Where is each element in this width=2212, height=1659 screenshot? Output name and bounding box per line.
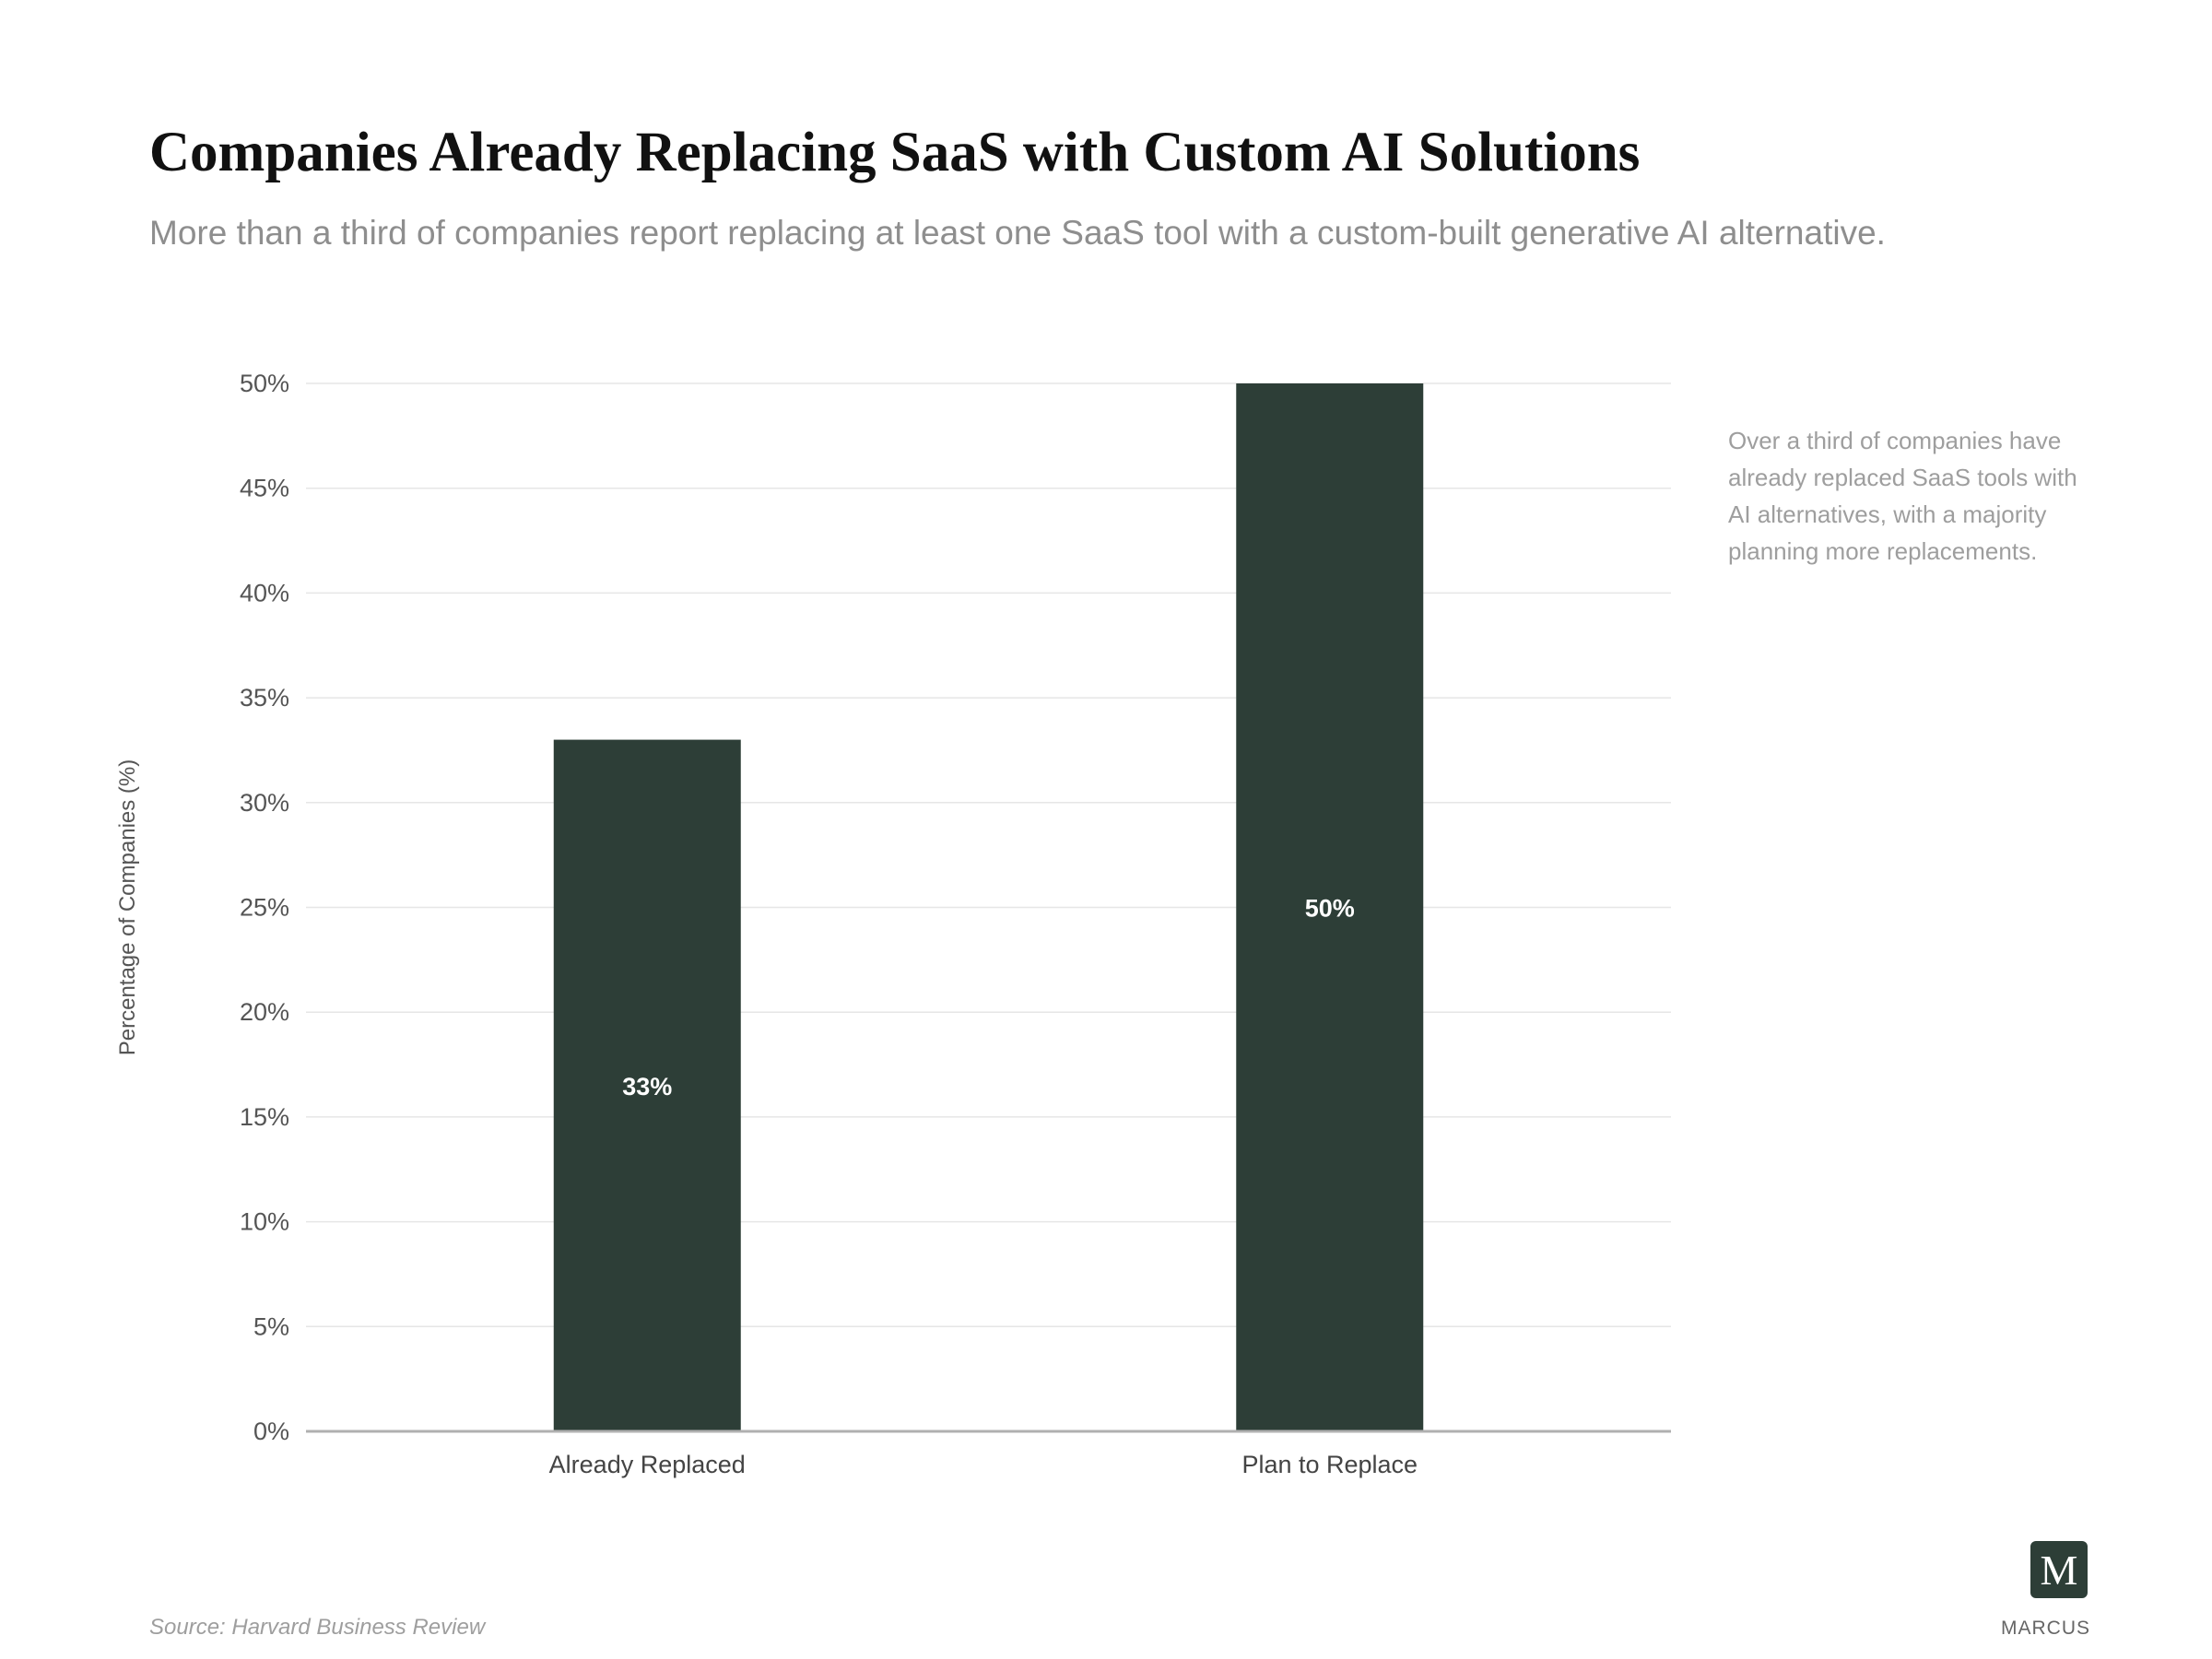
bar-data-label: 50% — [1305, 895, 1355, 923]
y-tick-label: 10% — [240, 1208, 289, 1236]
gridlines — [306, 382, 1671, 1328]
brand-name: MARCUS — [2000, 1618, 2090, 1639]
y-tick-label: 50% — [240, 370, 289, 397]
y-tick-label: 45% — [240, 475, 289, 502]
y-tick-label: 0% — [253, 1418, 289, 1445]
bar-plan-to-replace — [1236, 383, 1424, 1431]
y-tick-label: 20% — [240, 998, 289, 1026]
y-tick-label: 30% — [240, 789, 289, 817]
x-axis-ticks: Already Replaced Plan to Replace — [549, 1451, 1418, 1478]
brand-logo-icon: M — [2030, 1541, 2088, 1598]
y-tick-label: 5% — [253, 1312, 289, 1340]
chart-subtitle: More than a third of companies report re… — [149, 214, 1886, 252]
y-axis-ticks: 0% 5% 10% 15% 20% 25% 30% 35% 40% 45% 50% — [240, 370, 289, 1445]
y-tick-label: 15% — [240, 1103, 289, 1131]
bar-already-replaced — [553, 739, 741, 1431]
chart-annotation: Over a third of companies have already r… — [1728, 427, 2077, 565]
bar-data-label: 33% — [622, 1073, 672, 1100]
chart-title: Companies Already Replacing SaaS with Cu… — [149, 122, 1641, 183]
y-tick-label: 25% — [240, 894, 289, 922]
source-note: Source: Harvard Business Review — [149, 1615, 486, 1640]
y-tick-label: 35% — [240, 684, 289, 712]
y-axis-label: Percentage of Companies (%) — [115, 759, 140, 1056]
bars: 33% 50% — [553, 383, 1424, 1431]
brand-logo-letter: M — [2040, 1546, 2078, 1594]
x-tick-label: Already Replaced — [549, 1451, 746, 1478]
y-tick-label: 40% — [240, 579, 289, 606]
x-tick-label: Plan to Replace — [1241, 1451, 1418, 1478]
